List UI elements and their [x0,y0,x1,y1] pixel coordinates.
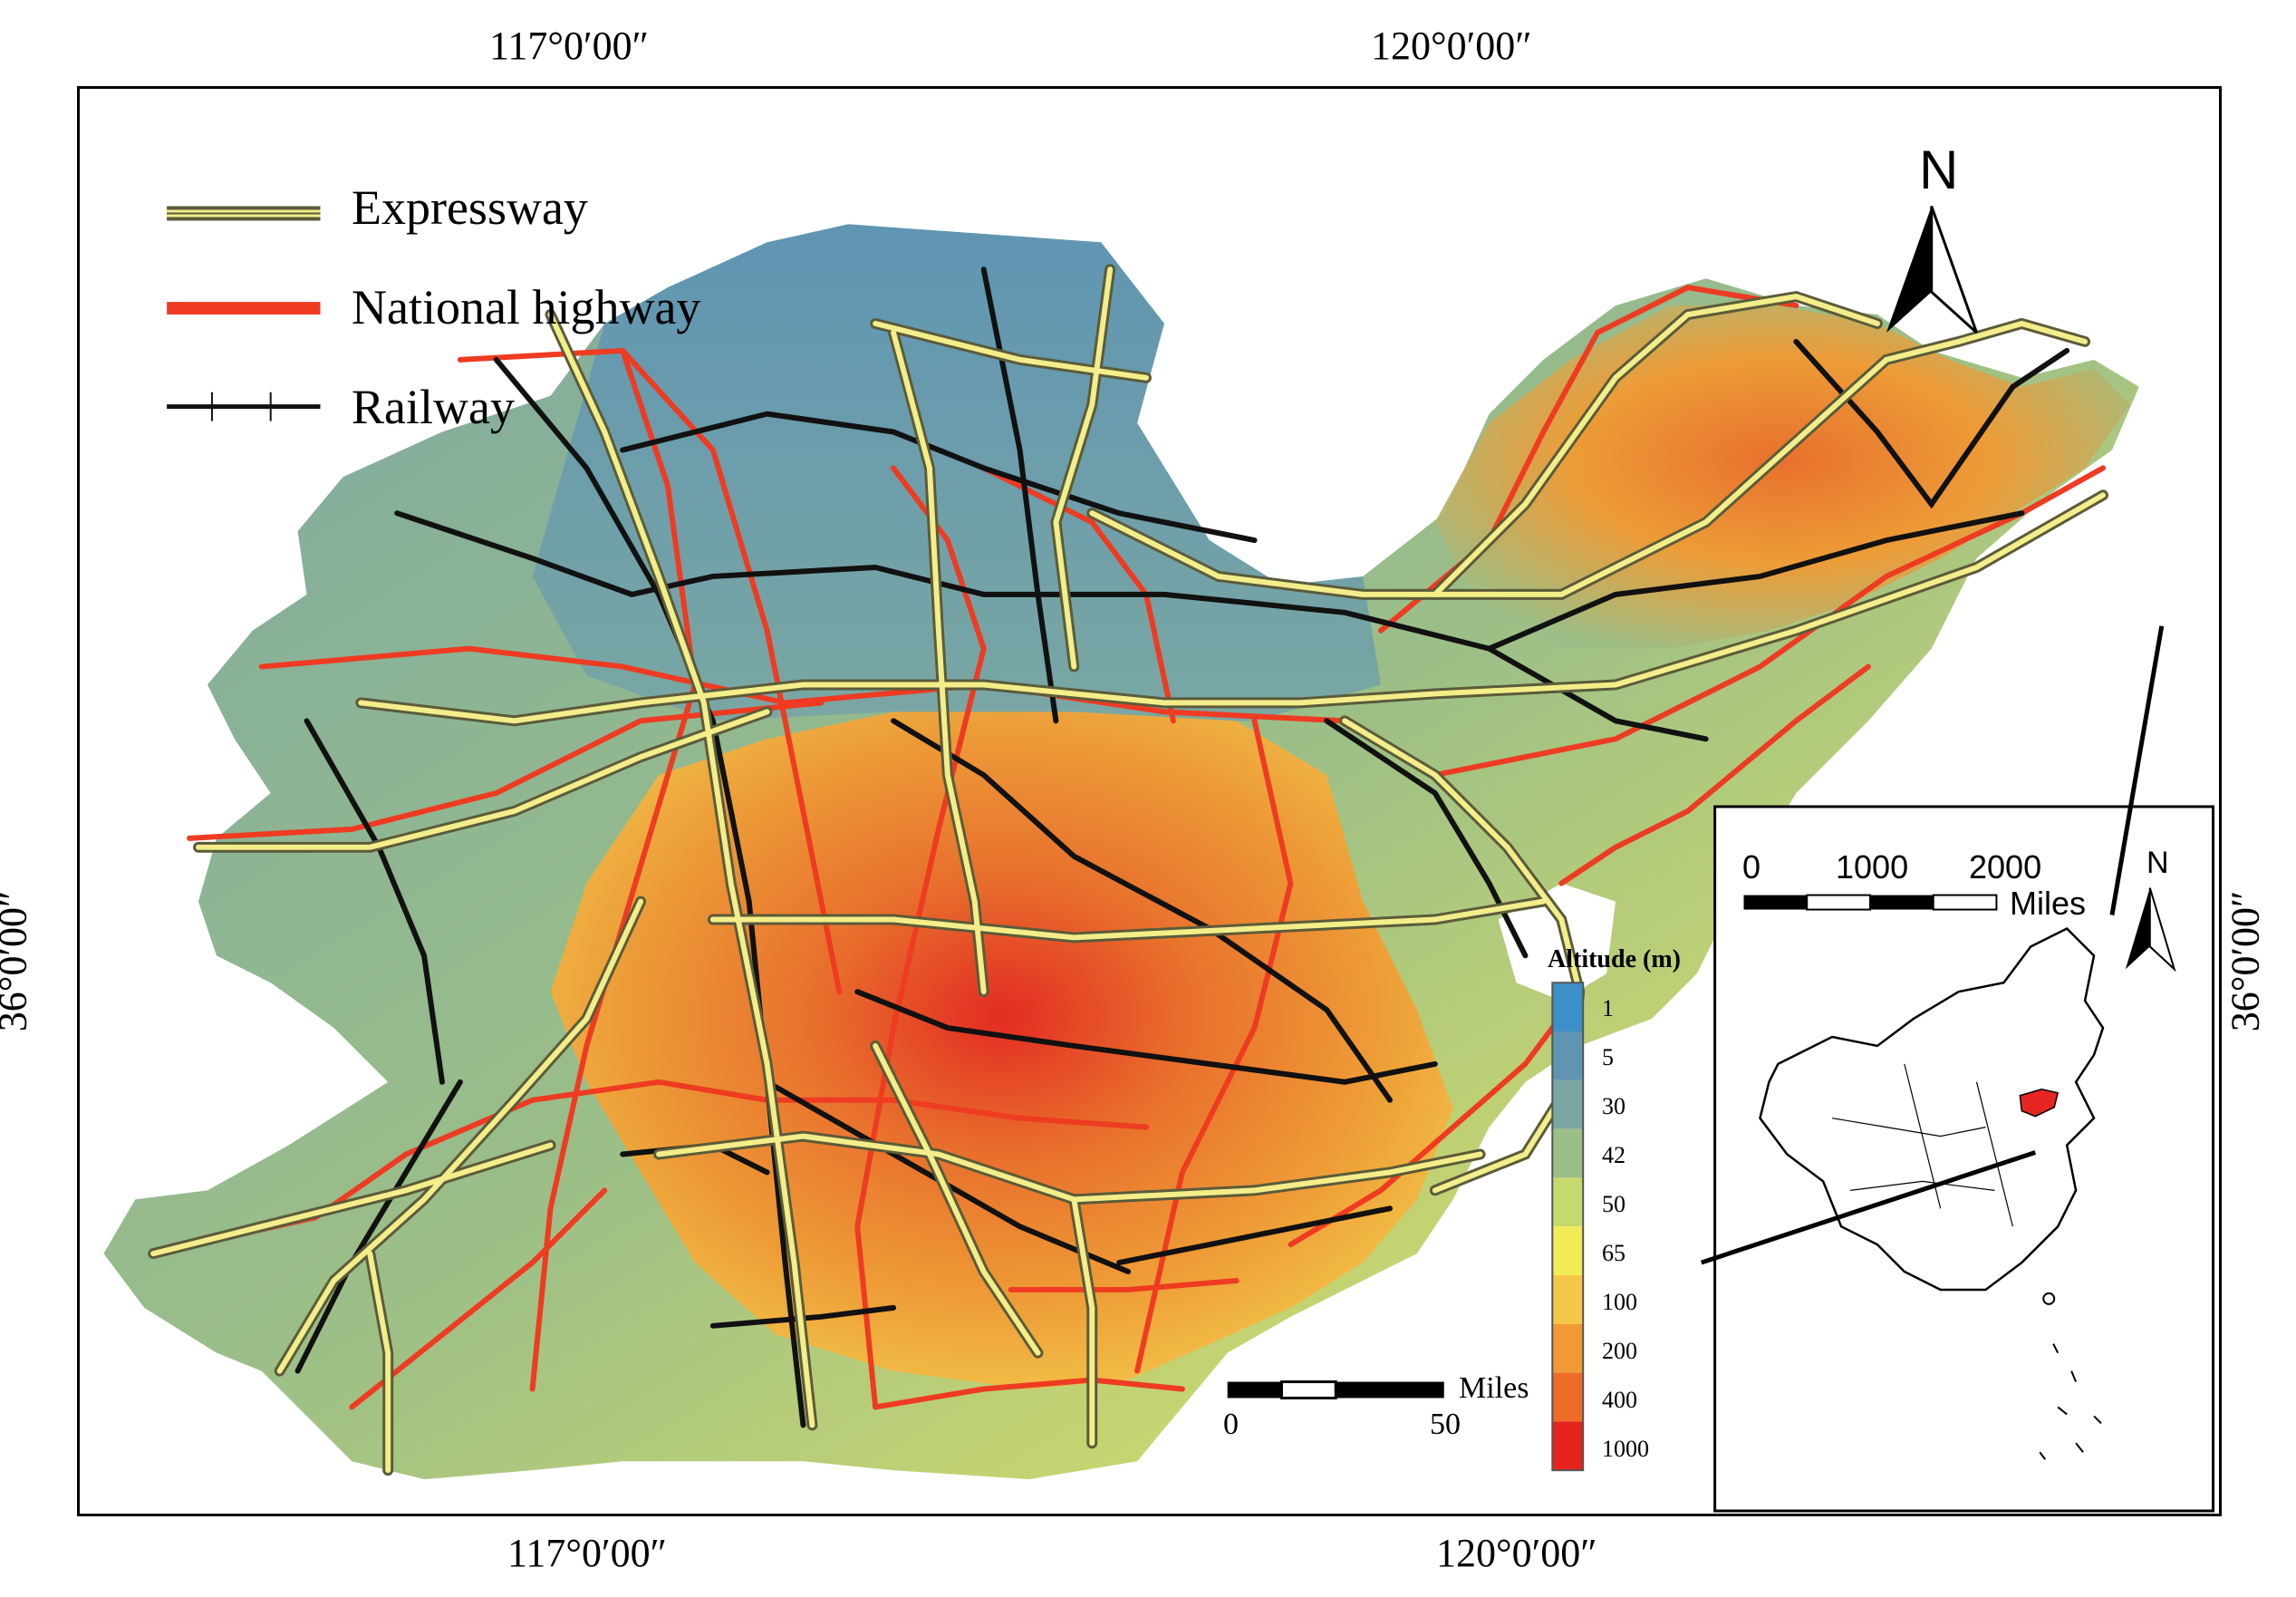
scale-bar [1227,1380,1444,1399]
scale-bar-end: 50 [1430,1408,1461,1441]
inset-map [1713,805,2215,1513]
legend-railway-symbol [167,392,321,421]
altitude-label-2: 30 [1602,1093,1626,1119]
altitude-label-9: 1000 [1602,1436,1649,1462]
altitude-swatch-4 [1552,1177,1584,1227]
national-highway-network [150,285,2106,1410]
altitude-swatch-7 [1552,1323,1584,1373]
altitude-swatch-6 [1552,1275,1584,1324]
legend-expressway-label: Expressway [352,180,588,235]
altitude-swatch-3 [1552,1128,1584,1178]
inset-connector-lines [1700,625,2165,1265]
altitude-label-8: 400 [1602,1387,1637,1413]
inset-scale-label-1000: 1000 [1836,848,1909,886]
altitude-label-5: 65 [1602,1240,1626,1266]
shandong-highlight [2019,1089,2060,1118]
jiaozhou-bay [1498,883,1616,1002]
expressway-network [148,264,2108,1476]
altitude-swatch-0 [1552,982,1584,1032]
region-central-highland [550,711,1453,1389]
altitude-swatch-9 [1552,1421,1584,1471]
inset-scale-label-0: 0 [1742,848,1761,886]
coord-right: 36°0′00″ [2223,890,2268,1032]
map-frame: Expressway National highway Railway N 0 … [77,86,2222,1516]
altitude-label-0: 1 [1602,995,1614,1021]
altitude-swatch-1 [1552,1031,1584,1080]
altitude-legend [1551,982,1585,1472]
altitude-label-6: 100 [1602,1289,1637,1315]
china-outline [1759,926,2105,1292]
railway-network [294,266,2070,1428]
coord-top-left: 117°0′00″ [489,24,649,68]
legend-national-highway-label: National highway [352,280,701,334]
altitude-label-7: 200 [1602,1338,1637,1364]
altitude-legend-title: Altitude (m) [1548,945,1681,973]
coord-bottom-right: 120°0′00″ [1436,1531,1597,1575]
altitude-label-3: 42 [1602,1142,1626,1168]
coord-left: 36°0′00″ [0,890,35,1032]
inset-north-arrow-icon [2125,887,2150,970]
inset-scale-label-2000: 2000 [1969,848,2042,886]
north-label: N [1919,140,1959,200]
coord-top-right: 120°0′00″ [1371,24,1532,68]
altitude-swatch-2 [1552,1079,1584,1129]
altitude-swatch-5 [1552,1226,1584,1276]
altitude-swatch-8 [1552,1372,1584,1422]
altitude-label-4: 50 [1602,1191,1626,1217]
scale-bar-start: 0 [1223,1408,1239,1441]
altitude-label-1: 5 [1602,1044,1614,1070]
inset-north-label: N [2146,846,2169,880]
north-arrow-icon [1886,206,1978,334]
inset-scale-unit: Miles [2010,885,2087,922]
scale-bar-unit: Miles [1459,1371,1529,1405]
legend-railway-label: Railway [352,380,515,434]
map-canvas [103,206,2215,1513]
coord-bottom-left: 117°0′00″ [507,1531,667,1575]
